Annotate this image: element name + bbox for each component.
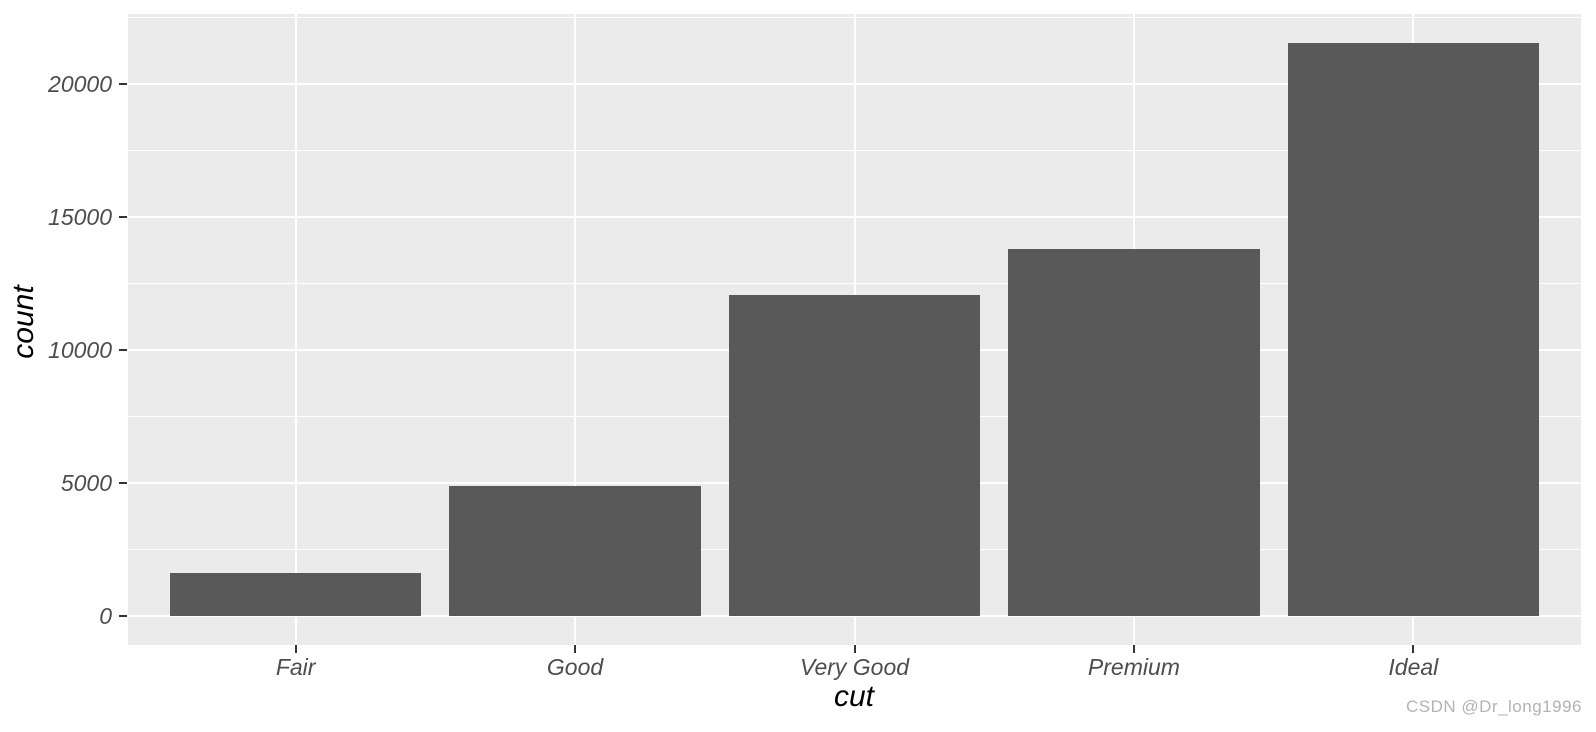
y-tick-label: 15000 [48,204,112,231]
x-tick-mark [1132,645,1135,653]
x-tick-mark [574,645,577,653]
x-tick-label: Very Good [799,654,910,680]
y-tick-label: 5000 [60,470,112,497]
gridline-x-major [294,14,297,645]
y-tick-label: 20000 [48,70,112,97]
x-tick-mark [1412,645,1415,653]
bar [169,573,422,617]
x-tick-label: Premium [1087,654,1180,680]
y-tick-mark [119,482,127,485]
y-tick-label: 0 [99,603,112,630]
x-tick-mark [294,645,297,653]
x-tick-label: Good [546,654,604,680]
bar [1008,249,1260,617]
watermark-text: CSDN @Dr_long1996 [1405,697,1582,716]
x-tick-label: Fair [275,654,316,680]
y-tick-mark [119,82,127,85]
x-axis-title: cut [833,680,875,713]
plot-panel [128,14,1581,645]
y-tick-label: 10000 [48,337,112,364]
y-axis-title: count [7,285,40,359]
y-tick-mark [119,216,127,219]
y-tick-mark [119,349,127,352]
x-tick-mark [853,645,856,653]
x-tick-label: Ideal [1388,654,1439,680]
bar [449,485,701,617]
bar [1287,42,1540,617]
bar [728,294,981,617]
y-tick-mark [119,615,127,618]
gridline-x-major [574,14,577,645]
